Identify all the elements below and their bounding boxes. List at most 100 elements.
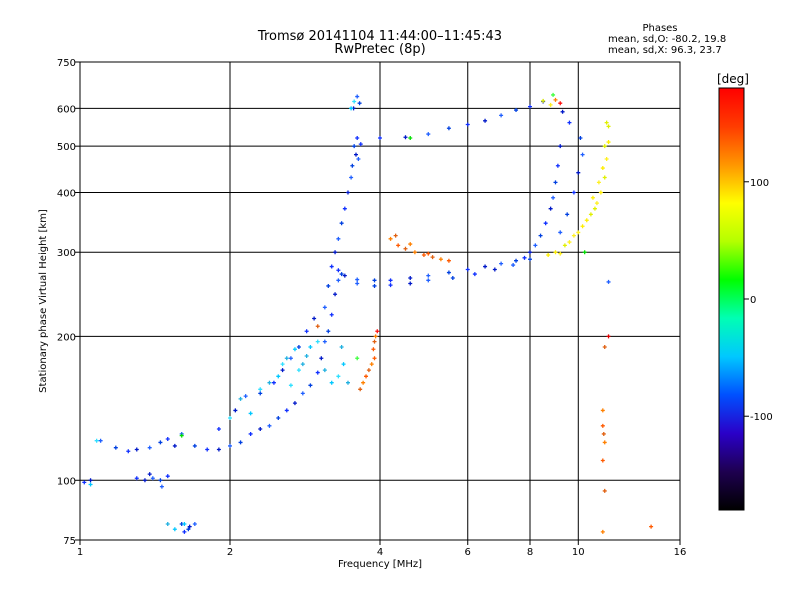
data-point-blue xyxy=(216,427,221,432)
data-point-blue xyxy=(355,277,360,282)
data-point-blue xyxy=(228,443,232,448)
data-point-orange xyxy=(601,431,606,436)
data-point-blue xyxy=(333,250,338,255)
data-point-yellow xyxy=(604,120,609,125)
data-point-blue xyxy=(514,258,519,263)
data-point-orange xyxy=(412,250,417,255)
data-point-blue xyxy=(147,445,152,450)
data-point-cyan xyxy=(288,383,293,388)
data-point-blue xyxy=(113,445,118,450)
data-point-blue xyxy=(355,281,360,286)
data-point-blue xyxy=(358,142,363,147)
colorbar-label: [deg] xyxy=(717,72,749,86)
data-point-cyan xyxy=(322,368,327,373)
data-point-cyan xyxy=(267,380,272,385)
data-point-blue xyxy=(326,329,331,334)
data-point-blue xyxy=(319,356,324,361)
data-point-blue xyxy=(450,275,455,280)
data-point-blue xyxy=(372,283,377,288)
data-point-yellow xyxy=(588,212,593,217)
data-point-cyan xyxy=(329,380,334,385)
y-tick-label: 100 xyxy=(57,476,76,487)
data-point-green xyxy=(179,433,184,438)
data-point-yellow xyxy=(580,224,585,229)
data-point-yellow xyxy=(602,175,607,180)
x-tick-label: 4 xyxy=(377,547,383,558)
data-point-cyan xyxy=(280,362,285,367)
data-point-blue xyxy=(349,175,354,180)
data-point-blue xyxy=(514,108,519,113)
data-point-orange xyxy=(372,356,377,361)
data-point-cyan xyxy=(349,106,354,111)
data-point-blue xyxy=(134,447,139,452)
x-tick-label: 8 xyxy=(527,547,533,558)
data-point-blue xyxy=(565,212,570,217)
stats-x-line: mean, sd,X: 96.3, 23.7 xyxy=(608,45,722,56)
data-point-cyan xyxy=(182,522,187,527)
data-point-blue xyxy=(329,264,334,269)
data-point-orange xyxy=(446,258,451,263)
data-point-blue xyxy=(553,180,558,185)
x-tick-label: 16 xyxy=(674,547,687,558)
data-point-blue xyxy=(233,408,238,413)
data-point-yellow xyxy=(546,253,551,258)
data-point-blue xyxy=(472,272,477,277)
data-point-blue xyxy=(345,190,350,195)
data-point-yellow xyxy=(567,240,572,245)
data-point-yellow xyxy=(594,201,599,206)
data-point-yellow xyxy=(562,243,567,248)
data-point-blue xyxy=(465,122,470,127)
data-point-cyan xyxy=(248,411,253,416)
data-point-green xyxy=(408,136,413,141)
data-point-blue xyxy=(248,431,253,436)
y-ticks: 75 100 200 300 400 500 600 750 xyxy=(57,58,80,547)
x-tick-label: 6 xyxy=(465,547,471,558)
x-tick-label: 2 xyxy=(227,547,233,558)
x-axis-label: Frequency [MHz] xyxy=(338,559,422,570)
data-point-blue xyxy=(333,292,338,297)
data-point-orange xyxy=(403,246,408,251)
data-point-orange xyxy=(372,339,377,344)
data-point-yellow xyxy=(592,206,597,211)
data-point-blue xyxy=(292,401,297,406)
data-point-blue xyxy=(238,440,243,445)
data-point-cyan xyxy=(238,396,243,401)
data-point-blue xyxy=(192,443,197,448)
data-point-blue xyxy=(339,221,344,226)
data-point-blue xyxy=(304,329,309,334)
data-point-blue xyxy=(356,157,361,162)
grid-lines xyxy=(80,62,680,540)
data-point-orange xyxy=(600,458,605,463)
data-point-blue xyxy=(267,423,272,428)
data-point-blue xyxy=(543,221,548,226)
data-point-cyan xyxy=(339,345,344,350)
data-point-blue xyxy=(465,267,470,272)
data-point-blue xyxy=(187,524,192,529)
data-point-blue xyxy=(528,257,532,262)
data-point-blue xyxy=(492,267,497,272)
x-tick-label: 1 xyxy=(77,547,83,558)
data-point-blue xyxy=(308,383,313,388)
data-point-cyan xyxy=(345,380,350,385)
data-point-cyan xyxy=(296,368,301,373)
data-point-blue xyxy=(258,427,263,432)
data-point-blue xyxy=(350,163,355,168)
data-point-blue xyxy=(372,278,377,283)
data-point-green xyxy=(582,250,587,255)
data-point-orange xyxy=(430,255,435,260)
data-point-cyan xyxy=(228,415,232,420)
data-point-blue xyxy=(126,449,131,454)
data-point-blue xyxy=(548,206,553,211)
data-point-yellow xyxy=(541,98,546,103)
data-point-orange xyxy=(600,408,605,413)
data-point-blue xyxy=(322,339,327,344)
data-point-blue xyxy=(408,275,413,280)
data-point-blue xyxy=(192,522,197,527)
data-point-blue xyxy=(528,104,532,109)
data-point-cyan xyxy=(315,339,320,344)
data-point-blue xyxy=(336,236,341,241)
data-point-blue xyxy=(403,135,408,140)
data-point-blue xyxy=(288,356,293,361)
data-point-blue xyxy=(159,484,164,489)
